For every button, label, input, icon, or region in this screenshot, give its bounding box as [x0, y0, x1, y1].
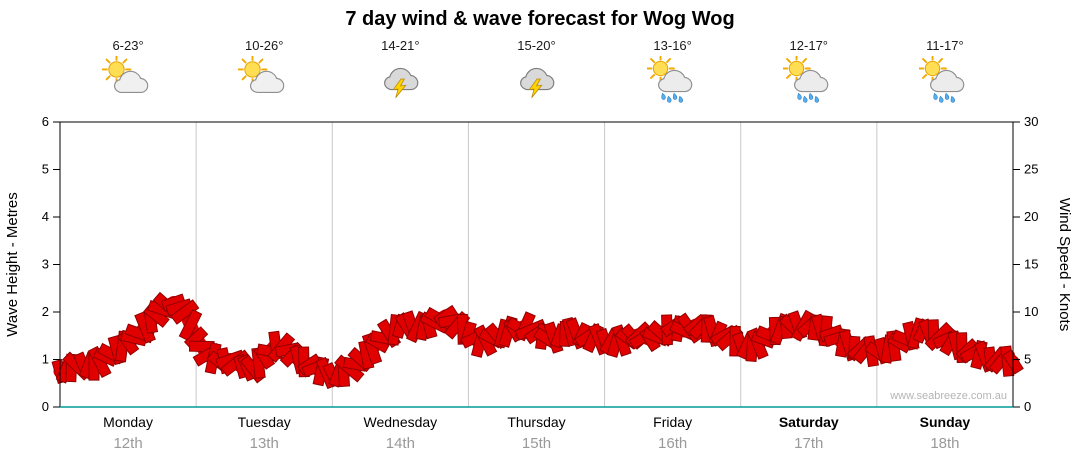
day-label-sunday: Sunday 18th: [877, 414, 1013, 452]
day-column-saturday: 12-17°: [741, 38, 877, 104]
day-name: Monday: [103, 414, 153, 430]
right-axis-tick: 30: [1024, 114, 1038, 129]
left-axis-tick: 2: [42, 304, 49, 319]
right-axis-tick: 10: [1024, 304, 1038, 319]
day-date: 16th: [658, 435, 688, 452]
day-column-wednesday: 14-21°: [332, 38, 468, 104]
left-axis-tick: 1: [42, 352, 49, 367]
day-column-monday: 6-23°: [60, 38, 196, 104]
temperature-range: 11-17°: [926, 38, 964, 53]
day-date: 12th: [113, 435, 143, 452]
left-axis-tick: 3: [42, 257, 49, 272]
right-axis-tick: 20: [1024, 209, 1038, 224]
right-axis-tick: 5: [1024, 352, 1031, 367]
day-date: 17th: [794, 435, 824, 452]
temperature-range: 10-26°: [244, 38, 284, 53]
day-name: Tuesday: [237, 414, 291, 430]
day-label-thursday: Thursday 15th: [468, 414, 604, 452]
day-column-sunday: 11-17°: [877, 38, 1013, 104]
temperature-range: 14-21°: [381, 38, 420, 53]
left-axis-tick: 6: [42, 114, 49, 129]
day-column-tuesday: 10-26°: [196, 38, 332, 104]
day-name: Thursday: [507, 414, 566, 430]
weather-icon-sun-cloud: [238, 56, 285, 94]
day-name: Sunday: [919, 414, 971, 430]
right-axis-label: Wind Speed - Knots: [1056, 198, 1073, 331]
watermark: www.seabreeze.com.au: [889, 390, 1007, 402]
day-column-friday: 13-16°: [605, 38, 741, 104]
day-date: 14th: [385, 435, 415, 452]
day-label-tuesday: Tuesday 13th: [196, 414, 332, 452]
day-date: 15th: [521, 435, 552, 452]
left-axis-label: Wave Height - Metres: [4, 192, 21, 337]
day-label-friday: Friday 16th: [605, 414, 741, 452]
day-label-monday: Monday 12th: [60, 414, 196, 452]
temperature-range: 13-16°: [653, 38, 692, 53]
right-axis-tick: 15: [1024, 257, 1038, 272]
weather-icon-sun-showers: [782, 56, 829, 103]
day-date: 13th: [249, 435, 279, 452]
day-name: Saturday: [778, 414, 839, 430]
weather-icon-sun-showers: [918, 56, 965, 103]
day-name: Wednesday: [363, 414, 438, 430]
weather-icon-storm: [520, 67, 555, 99]
weather-icon-sun-cloud: [102, 56, 149, 94]
weather-icon-sun-showers: [646, 56, 692, 103]
day-label-wednesday: Wednesday 14th: [332, 414, 468, 452]
right-axis-tick: 25: [1024, 162, 1038, 177]
left-axis-tick: 0: [42, 399, 49, 414]
day-column-thursday: 15-20°: [468, 38, 604, 104]
left-axis-tick: 5: [42, 162, 49, 177]
weather-icon-storm: [384, 67, 419, 99]
page-title: 7 day wind & wave forecast for Wog Wog: [345, 8, 735, 30]
weather-icons-row: 6-23° 10-26° 14-21° 15-20° 13-16° 12-17° 11-17…: [60, 38, 1013, 104]
day-labels-row: Monday 12th Tuesday 13th Wednesday 14th Thursd…: [60, 414, 1013, 452]
day-date: 18th: [930, 435, 960, 452]
right-axis-tick: 0: [1024, 399, 1031, 414]
day-name: Friday: [653, 414, 693, 430]
temperature-range: 6-23°: [112, 38, 144, 53]
temperature-range: 12-17°: [789, 38, 828, 53]
left-axis-tick: 4: [42, 209, 49, 224]
temperature-range: 15-20°: [517, 38, 556, 53]
day-label-saturday: Saturday 17th: [741, 414, 877, 452]
